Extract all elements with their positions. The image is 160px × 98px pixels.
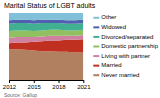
tick-mark [59,80,60,83]
legend-label: Living with partner [101,53,150,59]
legend-swatch [93,17,99,19]
legend-label: Domestic partnership [101,43,158,49]
legend-item: Other [93,14,116,20]
tick-mark [83,80,84,83]
legend-item: Living with partner [93,53,150,59]
legend-label: Divorced/separated [101,34,153,40]
tick: 2012 [3,80,17,90]
legend-label: Married [101,62,121,68]
tick-label: 2012 [3,84,17,90]
area [9,23,83,31]
area [9,49,83,80]
plot-area [9,13,83,80]
legend-label: Never married [101,72,139,78]
axis-line [10,80,84,81]
tick-mark [9,80,10,83]
x-axis: 2012 2015 2018 2021 [3,80,91,90]
legend-item: Married [93,62,121,68]
area [9,13,83,20]
legend: Never married Married Living with partner D… [93,14,158,77]
tick: 2018 [52,80,66,90]
tick-mark [34,80,35,83]
tick: 2015 [28,80,42,90]
tick: 2021 [77,80,91,90]
tick-label: 2015 [28,84,42,90]
chart: Marital Status of LGBT adults Source: Gal… [0,0,160,98]
legend-swatch [93,55,99,57]
annotation: Source: Gallup [4,92,37,98]
legend-swatch [93,46,99,48]
legend-item: Domestic partnership [93,43,158,49]
legend-item: Never married [93,72,139,78]
tick-label: 2021 [77,84,91,90]
legend-item: Divorced/separated [93,34,153,40]
title: Marital Status of LGBT adults [4,2,96,9]
legend-swatch [93,65,99,67]
legend-swatch [93,36,99,38]
tick-label: 2018 [52,84,66,90]
legend-swatch [93,74,99,76]
area [9,30,83,38]
legend-swatch [93,26,99,28]
legend-label: Widowed [101,24,126,30]
legend-item: Widowed [93,24,126,30]
legend-label: Other [101,14,116,20]
